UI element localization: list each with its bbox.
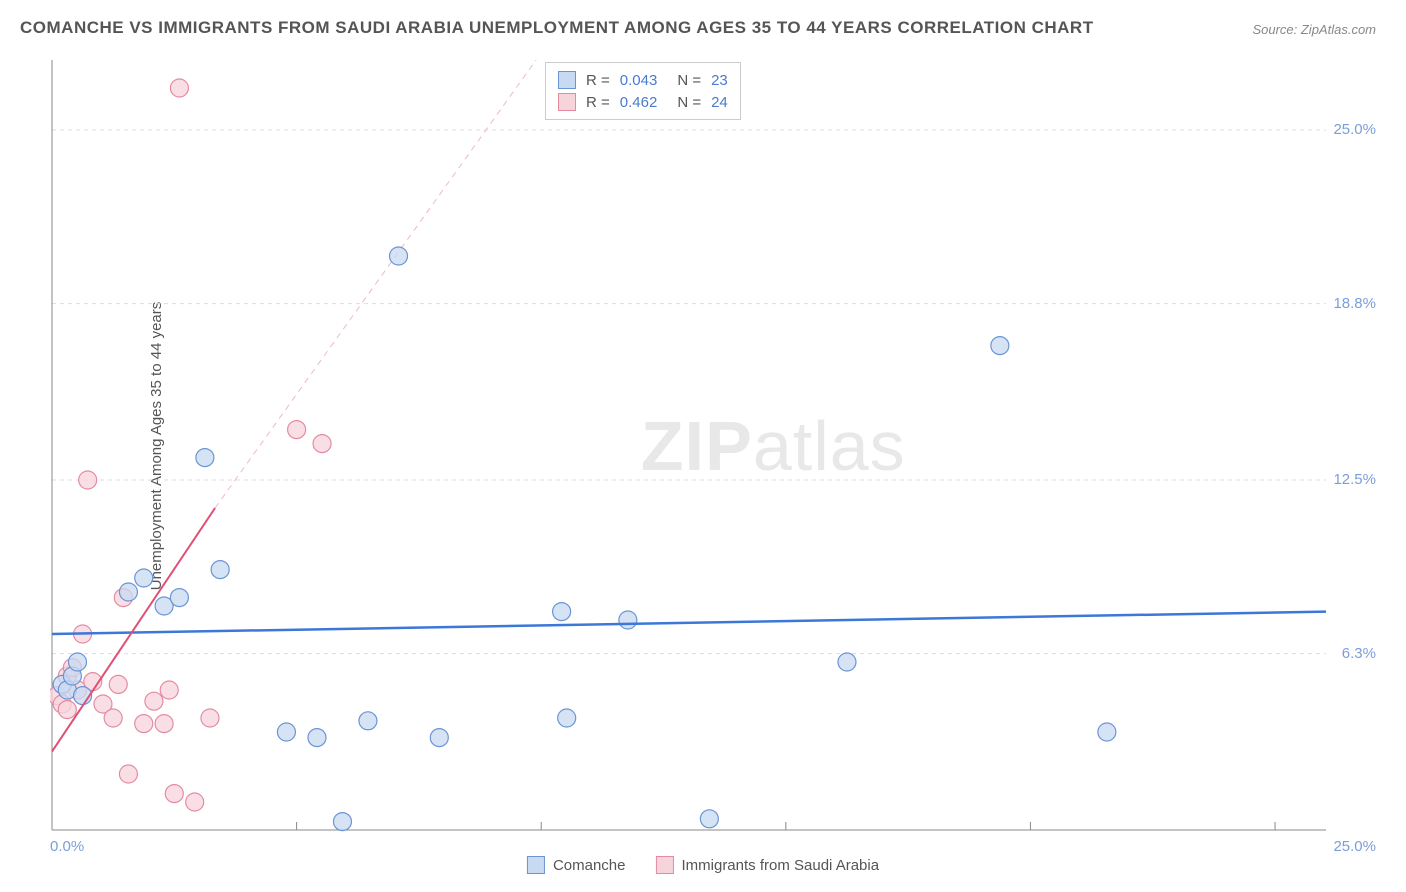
legend-swatch: [655, 856, 673, 874]
legend-series: Comanche Immigrants from Saudi Arabia: [527, 856, 879, 874]
scatter-plot: [50, 60, 1386, 832]
source-label: Source: ZipAtlas.com: [1252, 22, 1376, 37]
legend-r-label: R =: [586, 94, 610, 111]
chart-title: COMANCHE VS IMMIGRANTS FROM SAUDI ARABIA…: [20, 18, 1094, 38]
legend-correlation: R = 0.043 N = 23 R = 0.462 N = 24: [545, 62, 741, 120]
legend-n-value: 23: [711, 72, 728, 89]
x-tick-label: 0.0%: [50, 838, 84, 855]
y-tick-label: 18.8%: [1333, 295, 1376, 312]
chart-area: [50, 60, 1386, 832]
legend-correlation-row: R = 0.462 N = 24: [558, 91, 728, 113]
legend-r-value: 0.043: [620, 72, 658, 89]
legend-n-label: N =: [677, 94, 701, 111]
y-tick-label: 25.0%: [1333, 121, 1376, 138]
legend-swatch: [558, 93, 576, 111]
x-tick-label: 25.0%: [1333, 838, 1376, 855]
legend-series-item: Immigrants from Saudi Arabia: [655, 856, 879, 874]
legend-r-label: R =: [586, 72, 610, 89]
legend-series-label: Comanche: [553, 857, 626, 874]
legend-swatch: [558, 71, 576, 89]
legend-r-value: 0.462: [620, 94, 658, 111]
y-tick-label: 12.5%: [1333, 471, 1376, 488]
legend-n-value: 24: [711, 94, 728, 111]
legend-correlation-row: R = 0.043 N = 23: [558, 69, 728, 91]
legend-series-label: Immigrants from Saudi Arabia: [681, 857, 879, 874]
y-tick-label: 6.3%: [1342, 645, 1376, 662]
legend-n-label: N =: [677, 72, 701, 89]
legend-series-item: Comanche: [527, 856, 626, 874]
legend-swatch: [527, 856, 545, 874]
